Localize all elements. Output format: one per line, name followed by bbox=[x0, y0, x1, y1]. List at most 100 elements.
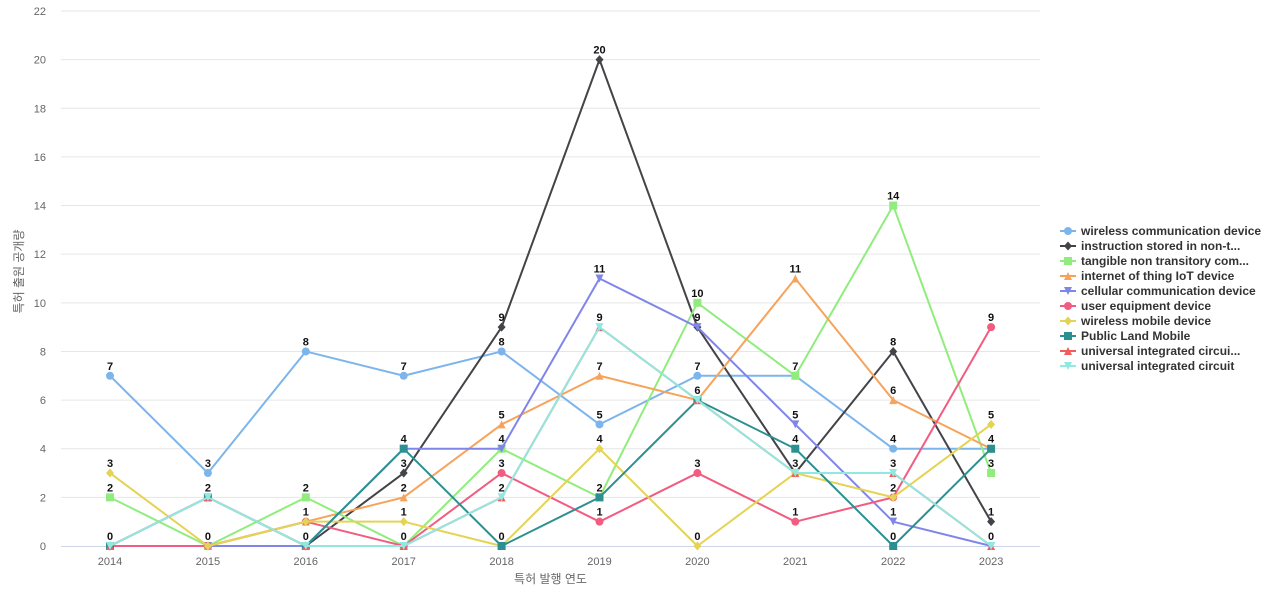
data-label: 0 bbox=[890, 531, 896, 543]
legend-marker bbox=[1064, 227, 1072, 235]
data-label: 0 bbox=[205, 531, 211, 543]
legend-marker bbox=[1064, 302, 1072, 310]
data-point bbox=[987, 469, 996, 478]
x-tick-label: 2019 bbox=[587, 556, 611, 568]
data-label: 7 bbox=[694, 361, 700, 373]
data-point bbox=[399, 517, 408, 527]
data-point bbox=[595, 420, 604, 429]
data-label: 9 bbox=[596, 312, 602, 324]
legend-marker bbox=[1064, 241, 1072, 251]
legend-item[interactable]: tangible non transitory com... bbox=[1060, 254, 1249, 268]
data-point bbox=[497, 322, 506, 332]
legend-marker bbox=[1064, 287, 1072, 295]
x-tick-label: 2023 bbox=[979, 556, 1003, 568]
data-label: 1 bbox=[401, 507, 407, 519]
legend-marker bbox=[1064, 316, 1072, 326]
data-label: 2 bbox=[107, 482, 113, 494]
y-axis-title: 특허 출원 공개량 bbox=[12, 230, 26, 314]
data-point bbox=[791, 420, 800, 429]
y-tick-label: 18 bbox=[34, 103, 46, 115]
data-label: 0 bbox=[107, 531, 113, 543]
x-axis-ticks: 2014 2015 2016 2017 2018 2019 2020 2021 2022 2023 bbox=[98, 556, 1004, 568]
data-label: 0 bbox=[988, 531, 994, 543]
data-point bbox=[693, 396, 702, 405]
y-tick-label: 12 bbox=[34, 249, 46, 261]
data-label: 0 bbox=[694, 531, 700, 543]
y-tick-label: 0 bbox=[40, 541, 46, 553]
data-label: 6 bbox=[890, 385, 896, 397]
data-label: 5 bbox=[792, 409, 798, 421]
legend-item[interactable]: internet of thing IoT device bbox=[1060, 269, 1235, 283]
data-point bbox=[301, 542, 310, 550]
data-point bbox=[693, 541, 702, 551]
data-label: 6 bbox=[694, 385, 700, 397]
data-label: 8 bbox=[303, 336, 309, 348]
data-label: 7 bbox=[792, 361, 798, 373]
x-tick-label: 2020 bbox=[685, 556, 709, 568]
data-label: 4 bbox=[890, 434, 897, 446]
data-label: 7 bbox=[596, 361, 602, 373]
legend-item[interactable]: user equipment device bbox=[1060, 299, 1211, 313]
data-point bbox=[399, 468, 408, 478]
data-point bbox=[791, 517, 800, 526]
data-label: 9 bbox=[988, 312, 994, 324]
data-point bbox=[203, 469, 212, 478]
data-label: 10 bbox=[691, 288, 703, 300]
legend-marker bbox=[1064, 272, 1072, 280]
data-label: 1 bbox=[988, 507, 994, 519]
x-axis-title: 특허 발행 연도 bbox=[514, 571, 587, 586]
legend-marker bbox=[1064, 332, 1072, 340]
data-point bbox=[791, 371, 800, 380]
legend-item[interactable]: wireless communication device bbox=[1060, 224, 1261, 238]
data-point bbox=[106, 542, 114, 550]
data-point bbox=[595, 371, 604, 380]
data-label: 2 bbox=[890, 482, 896, 494]
legend-item[interactable]: cellular communication device bbox=[1060, 284, 1256, 298]
data-point bbox=[399, 444, 408, 453]
data-label: 11 bbox=[789, 264, 801, 276]
legend-marker bbox=[1064, 347, 1072, 355]
data-point bbox=[987, 517, 996, 527]
data-point bbox=[987, 419, 996, 429]
data-label: 11 bbox=[594, 264, 606, 276]
data-point bbox=[987, 542, 996, 550]
data-point bbox=[106, 493, 114, 502]
series-lines bbox=[106, 55, 996, 551]
legend-item[interactable]: universal integrated circuit bbox=[1060, 359, 1234, 373]
legend-label: Public Land Mobile bbox=[1081, 329, 1191, 343]
data-point bbox=[497, 469, 506, 478]
data-label: 3 bbox=[988, 458, 994, 470]
data-point bbox=[497, 444, 506, 453]
data-point bbox=[693, 371, 702, 380]
y-tick-label: 20 bbox=[34, 55, 46, 67]
data-label: 7 bbox=[107, 361, 113, 373]
legend-item[interactable]: Public Land Mobile bbox=[1060, 329, 1191, 343]
data-label: 3 bbox=[890, 458, 896, 470]
data-point bbox=[595, 323, 604, 332]
legend-item[interactable]: instruction stored in non-t... bbox=[1060, 239, 1240, 253]
data-label: 5 bbox=[499, 409, 505, 421]
data-point bbox=[889, 517, 898, 526]
data-label: 5 bbox=[596, 409, 602, 421]
y-tick-label: 10 bbox=[34, 298, 46, 310]
data-label: 2 bbox=[401, 482, 407, 494]
data-label: 3 bbox=[107, 458, 113, 470]
data-label: 3 bbox=[401, 458, 407, 470]
y-tick-label: 6 bbox=[40, 395, 46, 407]
data-point bbox=[399, 493, 408, 502]
data-point bbox=[693, 298, 702, 307]
legend-item[interactable]: universal integrated circui... bbox=[1060, 344, 1240, 358]
data-label: 4 bbox=[401, 434, 408, 446]
legend-label: universal integrated circuit bbox=[1081, 359, 1234, 373]
legend-marker bbox=[1064, 362, 1072, 370]
data-point bbox=[595, 274, 604, 283]
legend-item[interactable]: wireless mobile device bbox=[1060, 314, 1211, 328]
legend-label: cellular communication device bbox=[1081, 284, 1256, 298]
data-label: 20 bbox=[593, 45, 605, 57]
data-label: 2 bbox=[499, 482, 505, 494]
legend-label: wireless mobile device bbox=[1080, 314, 1211, 328]
data-label: 8 bbox=[499, 336, 505, 348]
y-axis-ticks: 0 2 4 6 8 10 12 14 16 18 20 22 bbox=[34, 6, 46, 553]
x-tick-label: 2015 bbox=[196, 556, 220, 568]
